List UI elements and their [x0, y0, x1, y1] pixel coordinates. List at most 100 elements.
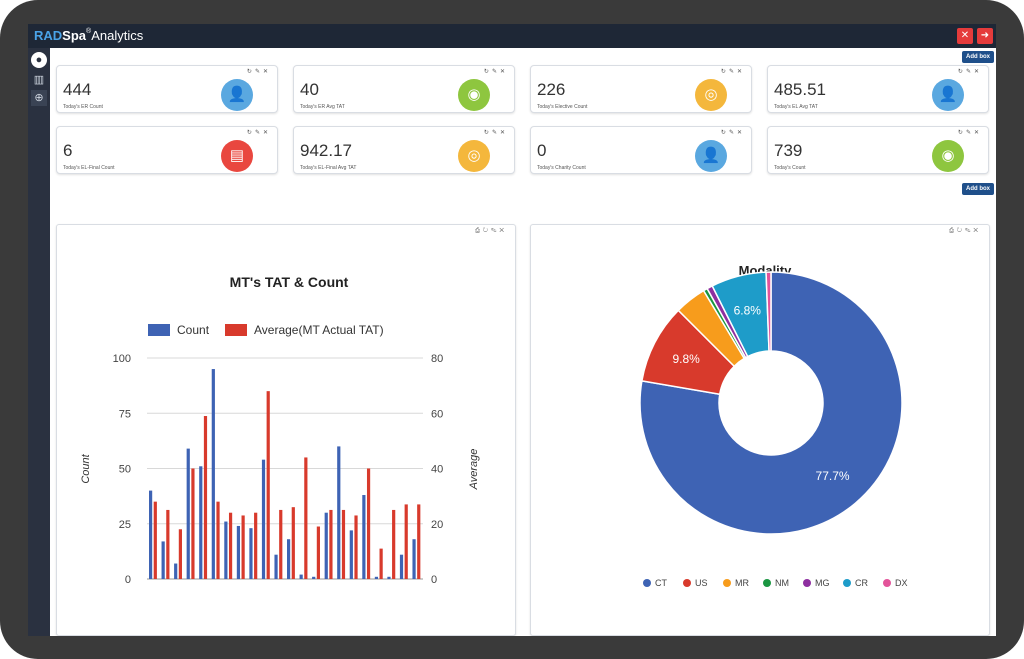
average-bar — [153, 501, 157, 579]
legend-dot-nm — [763, 579, 771, 587]
card-tools: ↻✎✕ — [958, 129, 982, 136]
user-avatar-icon[interactable]: ● — [31, 52, 47, 68]
legend-label-us[interactable]: US — [695, 578, 708, 588]
count-bar — [337, 446, 341, 579]
edit-icon[interactable]: ✎ — [965, 69, 974, 75]
dish-icon: ◎ — [695, 79, 727, 111]
card-tools: ↻✎✕ — [484, 129, 508, 136]
average-bar — [203, 416, 208, 579]
dashboard-main: Add box Add box ↻✎✕ 444 Today's ER Count 👤 ↻… — [50, 48, 996, 636]
close-icon[interactable]: ✕ — [499, 69, 508, 75]
refresh-icon[interactable]: ↻ — [957, 69, 966, 75]
count-bar — [199, 466, 203, 579]
timer-icon: ◉ — [932, 140, 964, 172]
count-bar — [174, 563, 178, 579]
edit-icon[interactable]: ✎ — [728, 69, 737, 75]
refresh-icon[interactable]: ↻ — [483, 130, 492, 136]
legend-dot-dx — [883, 579, 891, 587]
close-icon[interactable]: ✕ — [736, 69, 745, 75]
close-icon[interactable]: ✕ — [736, 130, 745, 136]
refresh-icon[interactable]: ↻ — [720, 130, 729, 136]
card-label: Today's ER Count — [63, 104, 103, 110]
close-icon[interactable]: ✕ — [973, 130, 982, 136]
print-icon[interactable]: ⎙ — [475, 228, 483, 234]
add-box-button[interactable]: Add box — [962, 51, 994, 63]
count-bar — [387, 576, 391, 579]
card-value: 6 — [63, 141, 73, 160]
y-tick-label: 75 — [119, 408, 131, 420]
close-icon[interactable]: ✕ — [973, 228, 981, 234]
edit-icon[interactable]: ✎ — [964, 228, 974, 234]
edit-icon[interactable]: ✎ — [491, 130, 500, 136]
app-brand[interactable]: RADSpa®Analytics — [34, 28, 143, 43]
legend-label-dx[interactable]: DX — [895, 578, 908, 588]
average-bar — [279, 509, 283, 579]
legend-dot-mg — [803, 579, 811, 587]
legend-label-mr[interactable]: MR — [735, 578, 749, 588]
close-icon[interactable]: ✕ — [262, 130, 271, 136]
card-value: 226 — [537, 80, 566, 99]
count-bar — [161, 541, 165, 579]
count-bar — [211, 369, 215, 579]
count-bar — [224, 521, 228, 579]
close-icon[interactable]: ✕ — [499, 130, 508, 136]
legend-label-cr[interactable]: CR — [855, 578, 868, 588]
edit-icon[interactable]: ✎ — [728, 130, 737, 136]
average-bar — [379, 548, 383, 579]
logout-icon[interactable]: ➜ — [977, 28, 993, 44]
legend-label-count[interactable]: Count — [177, 323, 210, 337]
add-box-button-2[interactable]: Add box — [962, 183, 994, 195]
stat-card: ↻✎✕ 0 Today's Charity Count 👤 — [530, 126, 752, 174]
legend-label-mg[interactable]: MG — [815, 578, 830, 588]
close-icon[interactable]: ✕ — [973, 69, 982, 75]
refresh-icon[interactable]: ↻ — [720, 69, 729, 75]
expand-icon[interactable]: ✕ — [957, 28, 973, 44]
y-tick-label: 50 — [119, 464, 131, 476]
legend-label-nm[interactable]: NM — [775, 578, 789, 588]
close-icon[interactable]: ✕ — [499, 228, 507, 234]
legend-label-average[interactable]: Average(MT Actual TAT) — [254, 323, 384, 337]
stat-card: ↻✎✕ 444 Today's ER Count 👤 — [56, 65, 278, 113]
card-tools: ↻✎✕ — [247, 129, 271, 136]
slice-label-cr: 6.8% — [734, 304, 762, 318]
refresh-icon[interactable]: ↻ — [482, 228, 491, 234]
edit-icon[interactable]: ✎ — [490, 228, 500, 234]
legend-label-ct[interactable]: CT — [655, 578, 667, 588]
average-bar — [329, 509, 333, 579]
card-value: 40 — [300, 80, 319, 99]
edit-icon[interactable]: ✎ — [254, 130, 263, 136]
refresh-icon[interactable]: ↻ — [957, 130, 966, 136]
y2-tick-label: 60 — [431, 408, 443, 420]
refresh-icon[interactable]: ↻ — [246, 130, 255, 136]
count-bar — [374, 576, 379, 579]
dish-icon: ◎ — [458, 140, 490, 172]
legend-dot-mr — [723, 579, 731, 587]
y-tick-label: 25 — [119, 519, 131, 531]
count-bar — [236, 525, 241, 579]
card-label: Today's EL-Final Count — [63, 165, 115, 171]
stat-card: ↻✎✕ 485.51 Today's EL Avg TAT 👤 — [767, 65, 989, 113]
refresh-icon[interactable]: ↻ — [483, 69, 492, 75]
user-add-icon: 👤 — [221, 79, 253, 111]
slice-dx — [765, 271, 772, 352]
y2-axis-label: Average — [468, 449, 480, 491]
top-bar: RADSpa®Analytics ✕ ➜ — [28, 24, 996, 48]
edit-icon[interactable]: ✎ — [965, 130, 974, 136]
card-tools: ↻✎✕ — [721, 129, 745, 136]
panel-tools: ⎙↻✎✕ — [949, 228, 981, 235]
average-bar — [366, 468, 371, 579]
refresh-icon[interactable]: ↻ — [246, 69, 255, 75]
refresh-icon[interactable]: ↻ — [956, 228, 965, 234]
circle-plus-icon[interactable]: ⊕ — [31, 90, 47, 106]
edit-icon[interactable]: ✎ — [491, 69, 500, 75]
count-bar — [149, 490, 153, 579]
y-tick-label: 100 — [113, 353, 131, 365]
stat-card: ↻✎✕ 226 Today's Elective Count ◎ — [530, 65, 752, 113]
close-icon[interactable]: ✕ — [262, 69, 271, 75]
building-icon[interactable]: ▥ — [33, 74, 45, 86]
stat-card: ↻✎✕ 739 Today's Count ◉ — [767, 126, 989, 174]
edit-icon[interactable]: ✎ — [254, 69, 263, 75]
card-tools: ↻✎✕ — [958, 68, 982, 75]
print-icon[interactable]: ⎙ — [949, 228, 957, 234]
